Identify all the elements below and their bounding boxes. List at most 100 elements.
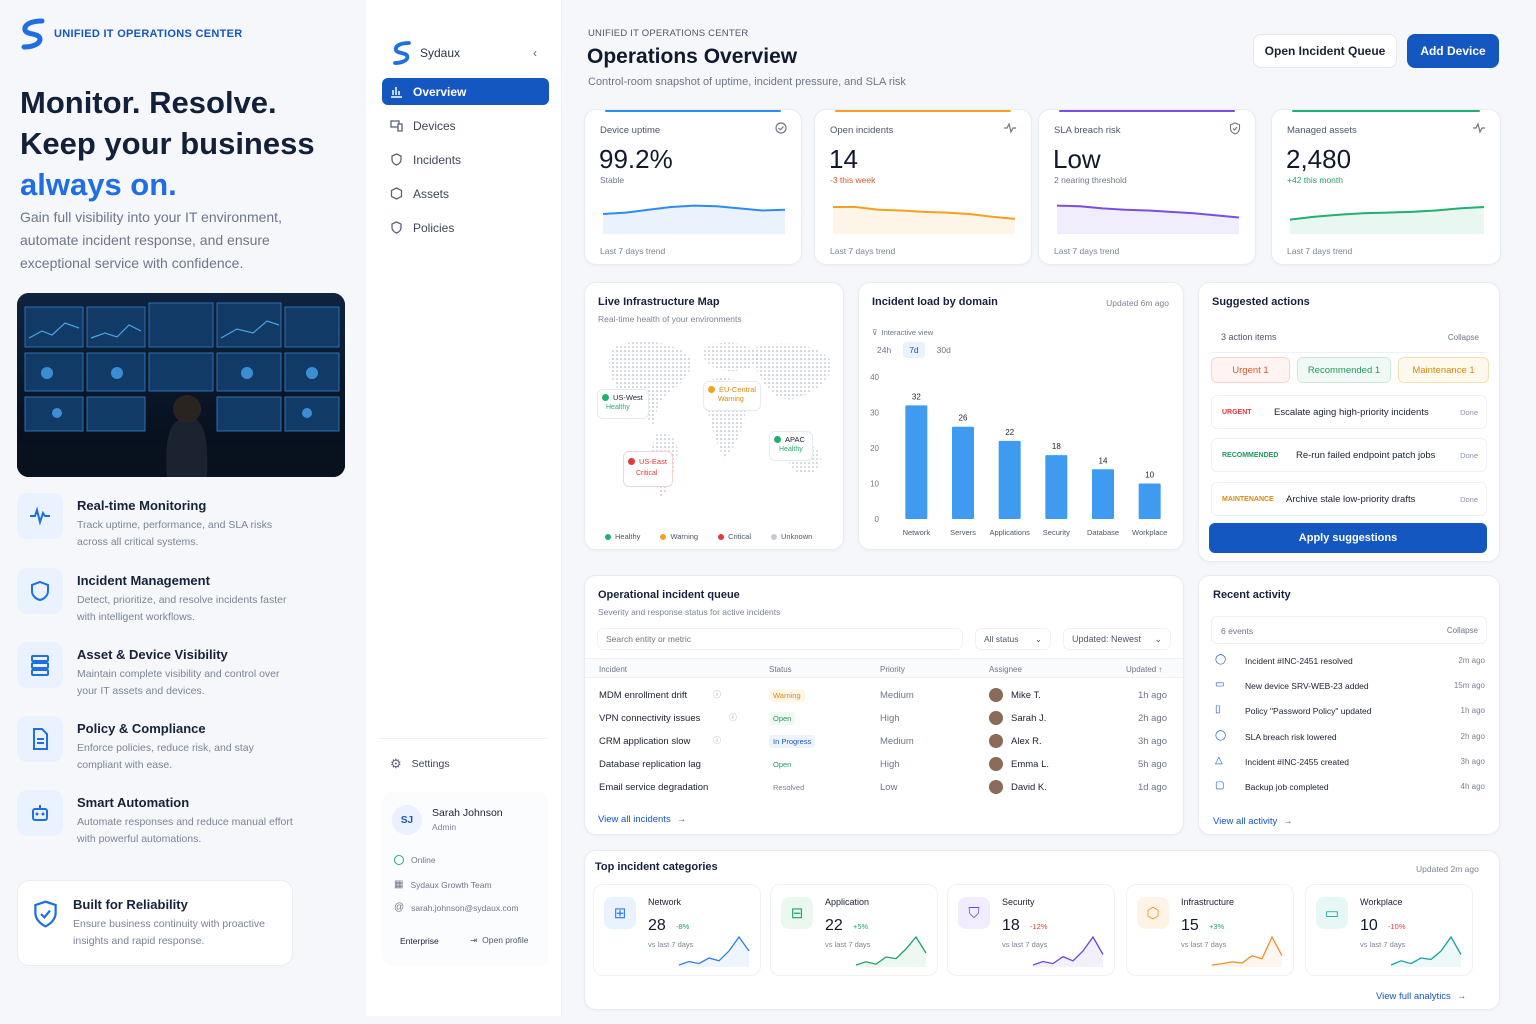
column-header-priority[interactable]: Priority xyxy=(880,665,905,674)
incident-bar-chart[interactable]: 0 10 20 30 40 32 Network 26 Servers 22 Application… xyxy=(865,369,1179,541)
info-icon[interactable]: ⓘ xyxy=(713,690,721,699)
bar-applications[interactable] xyxy=(998,440,1021,519)
recent-activity-card: Recent activity 6 events Collapse ◯ Incid… xyxy=(1198,575,1500,835)
category-card-security[interactable]: ⛉ Security 18 -12% vs last 7 days xyxy=(947,884,1115,976)
table-row[interactable]: CRM application slow ⓘ In Progress Medium Al… xyxy=(585,732,1183,752)
action-tag: RECOMMENDED xyxy=(1222,451,1279,459)
devices-icon xyxy=(390,120,403,132)
category-card-network[interactable]: ⊞ Network 28 -8% vs last 7 days xyxy=(593,884,761,976)
kpi-card-managed-assets[interactable]: Managed assets 2,480 +42 this month Last… xyxy=(1271,109,1501,265)
collapse-button[interactable]: Collapse xyxy=(1446,626,1478,635)
incident-load-chart-card: Incident load by domain Updated 6m ago ⊽… xyxy=(858,282,1184,550)
open-profile-link[interactable]: ⇥ Open profile xyxy=(470,935,528,946)
incident-name[interactable]: Email service degradation xyxy=(599,782,709,793)
apply-suggestions-button[interactable]: Apply suggestions xyxy=(1209,523,1487,553)
activity-item[interactable]: ▢ Backup job completed 4h ago xyxy=(1211,779,1487,797)
bar-value-label: 18 xyxy=(1052,442,1061,451)
action-item[interactable]: RECOMMENDED Re-run failed endpoint patch… xyxy=(1211,438,1487,472)
action-item[interactable]: MAINTENANCE Archive stale low-priority d… xyxy=(1211,482,1487,516)
activity-item[interactable]: ▭ New device SRV-WEB-23 added 15m ago xyxy=(1211,678,1487,696)
collapse-button[interactable]: Collapse xyxy=(1447,333,1479,342)
bar-database[interactable] xyxy=(1092,469,1114,519)
incident-name[interactable]: CRM application slow xyxy=(599,736,691,747)
incident-name[interactable]: VPN connectivity issues xyxy=(599,713,701,724)
view-all-incidents-link[interactable]: View all incidents → xyxy=(598,814,686,825)
avatar[interactable]: SJ xyxy=(392,805,422,835)
filter-chip-maintenance[interactable]: Maintenance 1 xyxy=(1398,357,1489,383)
activity-item[interactable]: △ Incident #INC-2455 created 3h ago xyxy=(1211,754,1487,772)
bar-network[interactable] xyxy=(905,405,928,519)
info-icon[interactable]: ⓘ xyxy=(713,736,721,745)
sidebar-item-overview[interactable]: Overview xyxy=(382,78,549,105)
column-header-status[interactable]: Status xyxy=(769,665,792,674)
search-input[interactable] xyxy=(597,628,963,650)
kpi-card-device-uptime[interactable]: Device uptime 99.2% Stable Last 7 days t… xyxy=(584,109,802,265)
category-card-infrastructure[interactable]: ⬡ Infrastructure 15 +3% vs last 7 days xyxy=(1126,884,1294,976)
incident-name[interactable]: MDM enrollment drift xyxy=(599,690,688,701)
table-row[interactable]: Email service degradation Resolved Low Davi… xyxy=(585,778,1183,798)
range-tab-24h[interactable]: 24h xyxy=(877,345,892,355)
activity-item[interactable]: ◯ SLA breach risk lowered 2h ago xyxy=(1211,729,1487,747)
control-room-image xyxy=(17,293,345,477)
action-status[interactable]: Done xyxy=(1460,494,1478,504)
column-header-updated[interactable]: Updated ↑ xyxy=(1126,665,1162,674)
table-row[interactable]: MDM enrollment drift ⓘ Warning Medium Mike T… xyxy=(585,686,1183,706)
sidebar-item-policies[interactable]: Policies xyxy=(382,214,549,241)
world-map[interactable] xyxy=(595,337,835,517)
activity-item[interactable]: ◯ Incident #INC-2451 resolved 2m ago xyxy=(1211,653,1487,671)
sidebar-item-assets[interactable]: Assets xyxy=(382,180,549,207)
bar-security[interactable] xyxy=(1045,455,1068,519)
kpi-card-open-incidents[interactable]: Open incidents 14 -3 this week Last 7 da… xyxy=(814,109,1032,265)
action-status[interactable]: Done xyxy=(1460,450,1478,460)
bar-workplace[interactable] xyxy=(1138,483,1161,520)
building-icon: ▦ xyxy=(394,879,404,890)
add-device-button[interactable]: Add Device xyxy=(1407,34,1499,68)
table-row[interactable]: Database replication lag Open High Emma L. 5… xyxy=(585,755,1183,775)
sparkline-line xyxy=(855,935,927,966)
range-tab-30d[interactable]: 30d xyxy=(936,345,951,355)
region-marker-eu-central[interactable]: EU-Central Warning xyxy=(703,381,761,411)
kpi-sub: Stable xyxy=(600,175,625,185)
range-tab-7d[interactable]: 7d xyxy=(903,342,925,358)
column-header-assignee[interactable]: Assignee xyxy=(989,665,1022,674)
profile-status-label: Online xyxy=(411,855,436,865)
open-incident-queue-button[interactable]: Open Incident Queue xyxy=(1253,34,1397,68)
status-filter-select[interactable]: All status ⌄ xyxy=(975,628,1051,650)
sidebar-item-label: Policies xyxy=(413,220,455,235)
feature-incident-management: Incident Management Detect, prioritize, a… xyxy=(17,568,337,626)
category-name: Security xyxy=(1002,897,1035,907)
collapse-sidebar-chevron-icon[interactable]: ‹ xyxy=(533,46,537,60)
pulse-icon xyxy=(17,493,63,539)
category-card-workplace[interactable]: ▭ Workplace 10 -10% vs last 7 days xyxy=(1305,884,1473,976)
activity-time: 1h ago xyxy=(1460,706,1485,716)
action-status[interactable]: Done xyxy=(1460,407,1478,417)
table-row[interactable]: VPN connectivity issues ⓘ Open High Sarah J.… xyxy=(585,709,1183,729)
sidebar-item-devices[interactable]: Devices xyxy=(382,112,549,139)
view-all-incidents-label: View all incidents xyxy=(598,814,671,825)
incident-name[interactable]: Database replication lag xyxy=(599,759,701,770)
sidebar-item-settings[interactable]: ⚙ Settings xyxy=(382,750,549,777)
region-marker-us-west[interactable]: US-West Healthy xyxy=(597,389,649,419)
sidebar-item-incidents[interactable]: Incidents xyxy=(382,146,549,173)
activity-icon xyxy=(1003,122,1017,134)
external-link-icon: ⇥ xyxy=(470,935,478,945)
region-marker-apac[interactable]: APAC Healthy xyxy=(769,431,813,461)
filter-chip-urgent[interactable]: Urgent 1 xyxy=(1211,357,1290,383)
network-icon: ⊞ xyxy=(604,897,636,929)
sort-select[interactable]: Updated: Newest ⌄ xyxy=(1063,628,1171,650)
category-sparkline xyxy=(1211,935,1283,967)
sparkline-line xyxy=(1032,935,1104,966)
category-value: 18 xyxy=(1002,917,1020,934)
category-card-application[interactable]: ⊟ Application 22 +5% vs last 7 days xyxy=(770,884,938,976)
action-item[interactable]: URGENT Escalate aging high-priority inci… xyxy=(1211,395,1487,429)
region-marker-us-east[interactable]: US-East Critical xyxy=(623,451,673,487)
view-all-activity-link[interactable]: View all activity → xyxy=(1213,816,1293,827)
bar-servers[interactable] xyxy=(952,426,974,519)
sidebar-item-label: Assets xyxy=(413,186,450,201)
kpi-card-sla-breach-risk[interactable]: SLA breach risk Low 2 nearing threshold … xyxy=(1038,109,1256,265)
info-icon[interactable]: ⓘ xyxy=(728,713,737,722)
activity-item[interactable]: ▯ Policy "Password Policy" updated 1h ago xyxy=(1211,703,1487,721)
view-full-analytics-link[interactable]: View full analytics → xyxy=(1376,991,1466,1002)
column-header-incident[interactable]: Incident xyxy=(599,665,628,674)
filter-chip-recommended[interactable]: Recommended 1 xyxy=(1297,357,1391,383)
